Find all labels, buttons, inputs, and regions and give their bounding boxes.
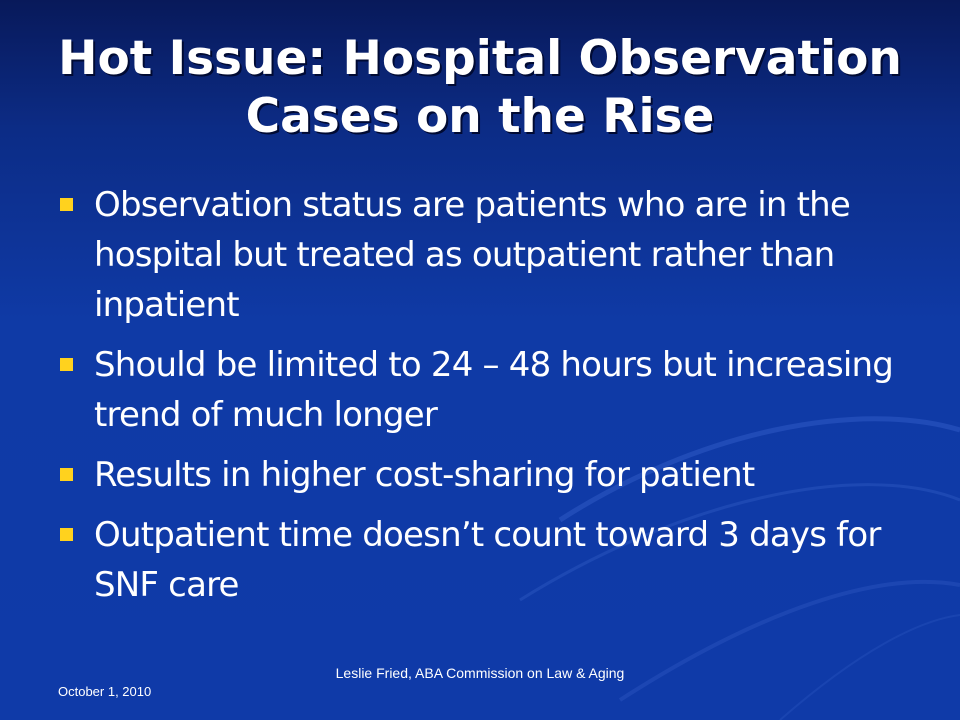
footer-date: October 1, 2010 — [58, 684, 152, 699]
bullet-item: Should be limited to 24 – 48 hours but i… — [56, 340, 916, 440]
bullet-text: Outpatient time doesn’t count toward 3 d… — [94, 515, 881, 605]
bullet-text: Should be limited to 24 – 48 hours but i… — [94, 345, 894, 435]
bullet-square-icon — [60, 528, 73, 541]
bullet-text: Observation status are patients who are … — [94, 185, 851, 325]
bullet-list: Observation status are patients who are … — [56, 180, 916, 620]
bullet-text: Results in higher cost-sharing for patie… — [94, 455, 755, 495]
footer-author: Leslie Fried, ABA Commission on Law & Ag… — [335, 665, 625, 681]
slide-title: Hot Issue: Hospital Observation Cases on… — [58, 31, 902, 144]
bullet-item: Results in higher cost-sharing for patie… — [56, 450, 916, 500]
bullet-item: Observation status are patients who are … — [56, 180, 916, 330]
bullet-square-icon — [60, 198, 73, 211]
bullet-square-icon — [60, 468, 73, 481]
bullet-square-icon — [60, 358, 73, 371]
bullet-item: Outpatient time doesn’t count toward 3 d… — [56, 510, 916, 610]
